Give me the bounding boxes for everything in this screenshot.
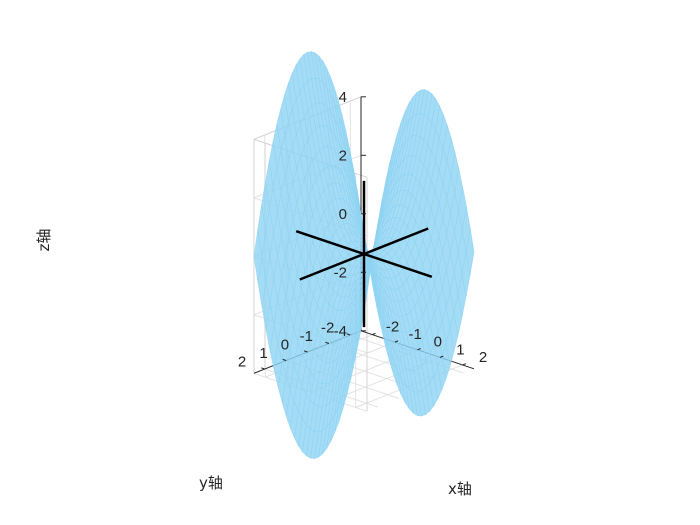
z-axis-label: z轴 [35, 229, 53, 252]
y-tick-label: -2 [321, 319, 334, 336]
x-tick-label: -2 [386, 319, 399, 336]
z-tick-label: -2 [334, 264, 347, 281]
x-tick-label: -1 [409, 326, 422, 343]
coordinate-lines [295, 180, 433, 328]
z-tick-label: 0 [339, 206, 347, 223]
y-tick-mark [346, 333, 351, 336]
y-tick-mark [261, 367, 265, 370]
y-tick-label: -1 [300, 328, 313, 345]
x-tick-label: 2 [479, 349, 487, 366]
surface-patch [465, 228, 475, 276]
y-tick-mark [303, 350, 308, 353]
x-tick-mark [439, 355, 444, 358]
x-tick-mark [462, 363, 467, 366]
x-tick-mark [372, 332, 376, 336]
x-axis-label: x轴 [448, 480, 472, 498]
y-axis-label: y轴 [199, 474, 223, 492]
x-tick-label: 1 [456, 341, 464, 358]
y-tick-mark [325, 341, 330, 344]
y-tick-label: 1 [259, 345, 267, 362]
y-tick-label: 0 [281, 336, 289, 353]
y-tick-mark [282, 358, 287, 361]
y-tick-label: 2 [238, 353, 246, 370]
x-tick-mark [394, 340, 399, 343]
x-tick-label: 0 [434, 334, 442, 351]
z-tick-label: -4 [334, 323, 347, 340]
z-tick-label: 2 [339, 147, 347, 164]
surface-layer [253, 51, 475, 459]
x-tick-mark [417, 348, 421, 351]
z-tick-label: 4 [339, 89, 347, 106]
